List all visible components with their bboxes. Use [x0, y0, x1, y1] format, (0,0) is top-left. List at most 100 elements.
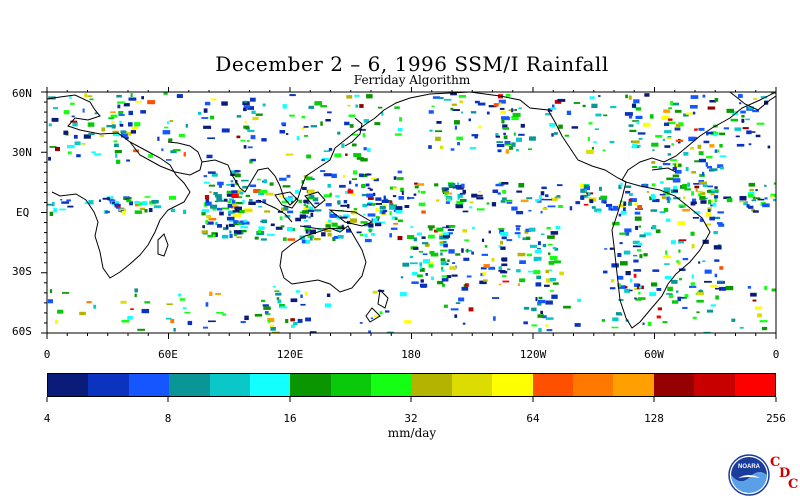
rainfall-cell: [268, 320, 271, 323]
rainfall-cell: [544, 198, 552, 201]
rainfall-cell: [309, 236, 313, 241]
rainfall-cell: [625, 94, 628, 99]
rainfall-cell: [702, 239, 709, 244]
rainfall-cell: [366, 193, 374, 198]
rainfall-cell: [413, 237, 417, 242]
rainfall-cell: [649, 196, 653, 201]
rainfall-cell: [553, 132, 558, 135]
rainfall-cell: [644, 183, 647, 186]
rainfall-cell: [135, 100, 142, 103]
rainfall-cell: [238, 196, 242, 199]
rainfall-cell: [505, 149, 509, 154]
map-frame: [47, 92, 776, 333]
rainfall-cell: [125, 136, 129, 140]
rainfall-cell: [442, 283, 445, 287]
rainfall-cell: [615, 312, 622, 316]
rainfall-cell: [157, 136, 160, 141]
rainfall-cell: [242, 199, 245, 204]
rainfall-cell: [358, 128, 366, 131]
rainfall-cell: [479, 280, 487, 285]
rainfall-cell: [111, 124, 116, 129]
rainfall-cell: [410, 226, 414, 228]
rainfall-cell: [236, 135, 241, 139]
rainfall-cell: [625, 231, 630, 236]
rainfall-cell: [303, 204, 306, 206]
rainfall-cell: [360, 221, 368, 224]
rainfall-cell: [652, 149, 655, 151]
rainfall-cell: [375, 216, 380, 220]
rainfall-cell: [130, 93, 133, 97]
rainfall-cell: [176, 94, 183, 98]
rainfall-cell: [127, 132, 132, 136]
rainfall-cell: [618, 184, 622, 189]
rainfall-cell: [286, 227, 293, 232]
rainfall-cell: [293, 322, 298, 326]
rainfall-cell: [443, 243, 448, 248]
rainfall-cell: [546, 226, 551, 230]
rainfall-cell: [275, 226, 283, 230]
rainfall-cell: [348, 114, 356, 118]
rainfall-cell: [329, 213, 337, 218]
rainfall-cell: [712, 202, 717, 207]
rainfall-cell: [610, 279, 615, 283]
rainfall-cell: [116, 206, 121, 208]
rainfall-cell: [503, 231, 509, 237]
rainfall-cell: [480, 267, 487, 270]
rainfall-cell: [98, 199, 101, 202]
rainfall-cell: [696, 299, 704, 303]
scale-label-32: 32: [404, 412, 418, 425]
rainfall-cell: [500, 240, 504, 245]
rainfall-cell: [604, 248, 608, 250]
rainfall-cell: [360, 158, 368, 162]
lat-label-30s: 30S: [12, 265, 32, 278]
rainfall-cell: [462, 322, 466, 325]
rainfall-cell: [678, 240, 684, 244]
rainfall-cell: [634, 216, 642, 221]
rainfall-cell: [541, 186, 547, 190]
rainfall-cell: [755, 197, 761, 200]
rainfall-cell: [116, 94, 122, 98]
rainfall-cell: [115, 153, 118, 158]
rainfall-cell: [566, 110, 572, 115]
rainfall-cell: [618, 204, 625, 208]
rainfall-cell: [666, 196, 670, 201]
rainfall-cell: [707, 208, 711, 213]
rainfall-cell: [389, 233, 392, 238]
rainfall-cell: [556, 195, 561, 198]
rainfall-cell: [587, 186, 590, 188]
rainfall-cell: [153, 205, 162, 209]
rainfall-cell: [249, 159, 253, 164]
rainfall-cell: [518, 183, 525, 188]
rainfall-cell: [690, 147, 694, 150]
rainfall-cell: [391, 216, 397, 220]
rainfall-cell: [470, 111, 477, 114]
rainfall-cell: [441, 275, 448, 278]
rainfall-cell: [448, 225, 456, 228]
lon-label-60e: 60E: [158, 348, 178, 361]
rainfall-cell: [251, 110, 256, 114]
rainfall-cell: [367, 203, 372, 206]
rainfall-cell: [753, 196, 756, 200]
rainfall-cell: [166, 121, 170, 125]
rainfall-cell: [609, 287, 616, 290]
rainfall-cell: [511, 206, 518, 211]
rainfall-cell: [618, 213, 622, 217]
rainfall-cell: [457, 182, 460, 185]
rainfall-cell: [498, 245, 502, 248]
rainfall-cell: [472, 226, 475, 230]
rainfall-cell: [441, 278, 449, 282]
rainfall-cell: [594, 208, 602, 213]
rainfall-cell: [417, 183, 425, 186]
rainfall-cell: [525, 228, 531, 232]
rainfall-cell: [409, 262, 418, 265]
rainfall-cell: [706, 131, 714, 135]
rainfall-cell: [301, 115, 306, 119]
rainfall-cell: [307, 189, 315, 194]
rainfall-cell: [94, 153, 102, 156]
rainfall-cell: [118, 114, 125, 116]
rainfall-cell: [746, 204, 750, 208]
rainfall-cell: [255, 200, 262, 203]
rainfall-cell: [439, 232, 446, 236]
rainfall-cell: [625, 190, 631, 194]
rainfall-cell: [290, 298, 298, 303]
